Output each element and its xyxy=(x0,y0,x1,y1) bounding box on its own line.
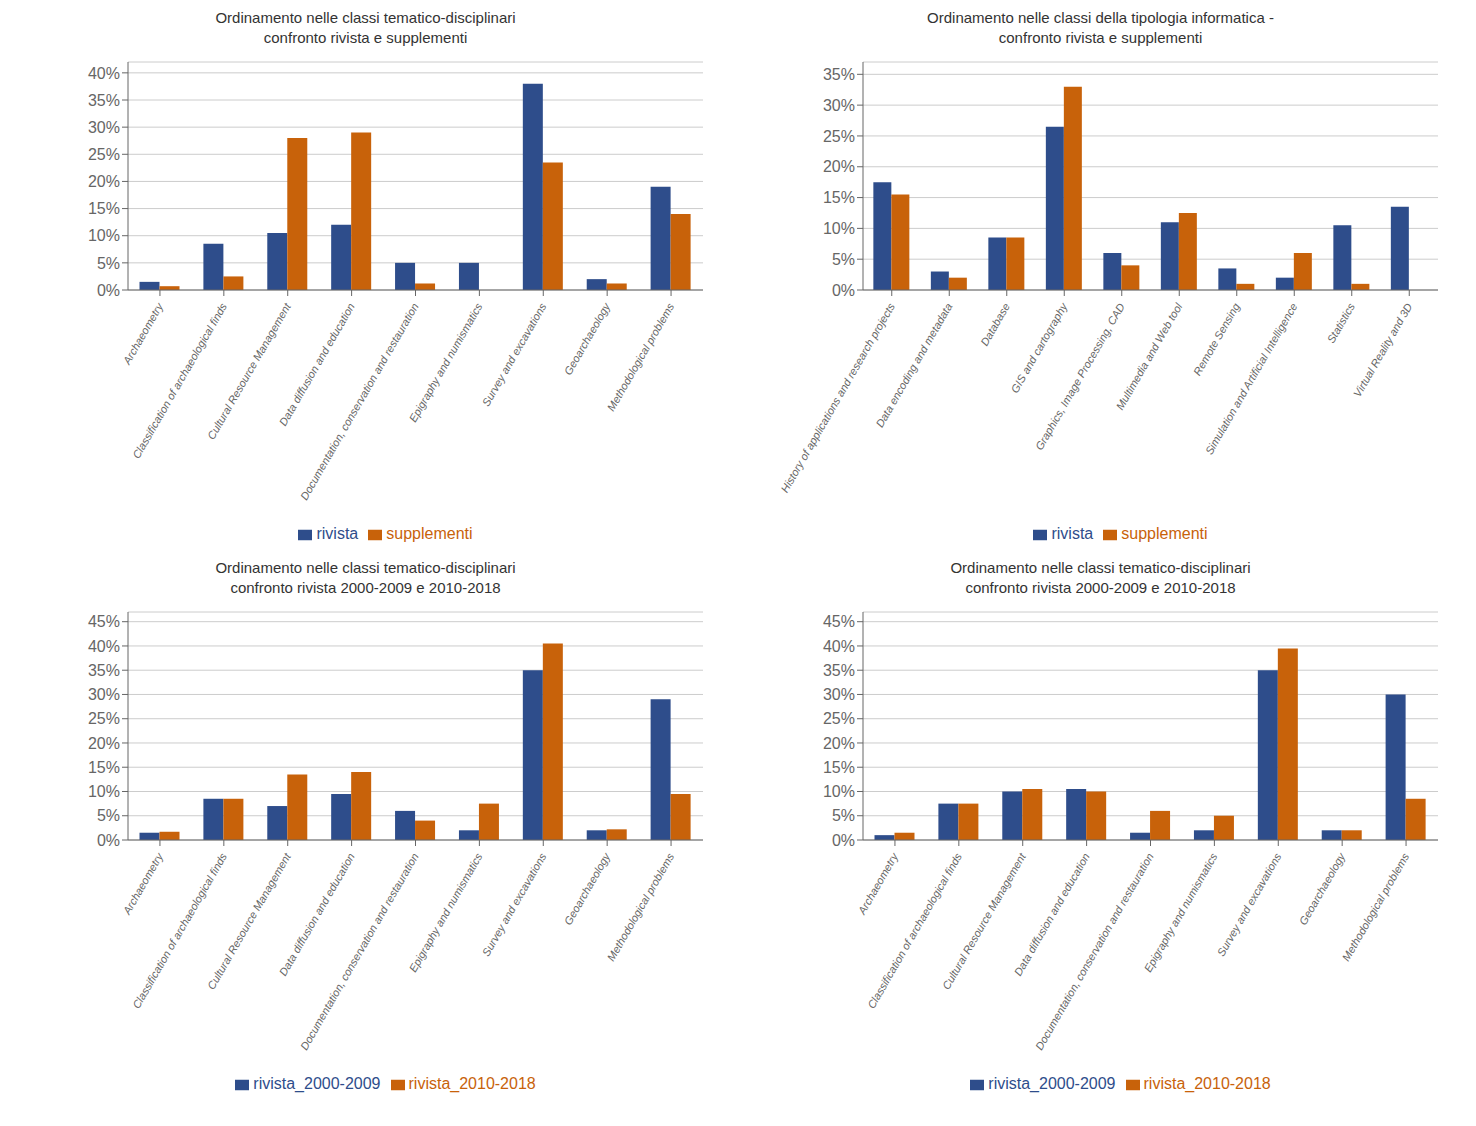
svg-text:10%: 10% xyxy=(823,783,855,800)
svg-text:Survey and excavations: Survey and excavations xyxy=(480,851,549,959)
svg-text:Geoarchaeology: Geoarchaeology xyxy=(562,300,614,377)
svg-text:Data diffusion and education: Data diffusion and education xyxy=(1012,851,1092,978)
svg-text:Virtual Reality and 3D: Virtual Reality and 3D xyxy=(1351,301,1415,399)
html-text:rivista_2000-2009: rivista_2000-2009 xyxy=(988,1075,1116,1092)
svg-text:40%: 40% xyxy=(823,638,855,655)
svg-text:Cultural Resource Management: Cultural Resource Management xyxy=(204,851,293,992)
html-text:rivista_2010-2018: rivista_2010-2018 xyxy=(408,1075,536,1092)
svg-text:10%: 10% xyxy=(88,227,120,244)
svg-text:25%: 25% xyxy=(88,146,120,163)
svg-text:Geoarchaeology: Geoarchaeology xyxy=(562,850,614,927)
svg-text:History of applications and re: History of applications and research pro… xyxy=(778,301,897,495)
svg-text:20%: 20% xyxy=(823,735,855,752)
html-text:supplementi: supplementi xyxy=(386,525,473,542)
svg-text:Methodological problems: Methodological problems xyxy=(605,851,677,963)
svg-text:Multimedia and Web tool: Multimedia and Web tool xyxy=(1114,301,1185,412)
svg-text:Archaeometry: Archaeometry xyxy=(855,850,901,917)
html-text:supplementi: supplementi xyxy=(1121,525,1208,542)
svg-text:45%: 45% xyxy=(88,613,120,630)
svg-text:Geoarchaeology: Geoarchaeology xyxy=(1297,850,1349,927)
svg-text:Methodological problems: Methodological problems xyxy=(1340,851,1412,963)
svg-text:35%: 35% xyxy=(88,92,120,109)
svg-text:40%: 40% xyxy=(88,65,120,82)
html-text:Ordinamento nelle classi temat: Ordinamento nelle classi tematico-discip… xyxy=(215,559,516,576)
svg-text:Classification of archaeologic: Classification of archaeological finds xyxy=(130,301,229,461)
svg-text:0%: 0% xyxy=(97,832,120,849)
html-text:rivista_2000-2009: rivista_2000-2009 xyxy=(253,1075,381,1092)
svg-text:Methodological problems: Methodological problems xyxy=(605,301,677,413)
svg-text:Cultural Resource Management: Cultural Resource Management xyxy=(204,301,293,442)
svg-text:Classification of archaeologic: Classification of archaeological finds xyxy=(865,851,964,1011)
svg-text:20%: 20% xyxy=(88,735,120,752)
svg-text:Data diffusion and education: Data diffusion and education xyxy=(277,851,357,978)
svg-text:15%: 15% xyxy=(823,189,855,206)
svg-text:15%: 15% xyxy=(88,200,120,217)
svg-text:30%: 30% xyxy=(823,97,855,114)
svg-text:5%: 5% xyxy=(97,807,120,824)
svg-text:45%: 45% xyxy=(823,613,855,630)
html-text:Ordinamento nelle classi temat: Ordinamento nelle classi tematico-discip… xyxy=(215,9,516,26)
svg-text:25%: 25% xyxy=(88,710,120,727)
svg-text:Documentation, conservation an: Documentation, conservation and restaura… xyxy=(298,301,421,502)
html-text:rivista_2010-2018: rivista_2010-2018 xyxy=(1143,1075,1271,1092)
svg-text:30%: 30% xyxy=(88,119,120,136)
svg-text:Statistics: Statistics xyxy=(1325,301,1358,346)
svg-text:5%: 5% xyxy=(832,807,855,824)
svg-text:Classification of archaeologic: Classification of archaeological finds xyxy=(130,851,229,1011)
svg-text:Epigraphy and numismatics: Epigraphy and numismatics xyxy=(407,301,485,424)
svg-text:20%: 20% xyxy=(88,173,120,190)
html-text:Ordinamento nelle classi temat: Ordinamento nelle classi tematico-discip… xyxy=(950,559,1251,576)
html-text:confronto rivista 2000-2009 e: confronto rivista 2000-2009 e 2010-2018 xyxy=(965,579,1236,596)
svg-text:Remote Sensing: Remote Sensing xyxy=(1191,300,1242,377)
svg-text:10%: 10% xyxy=(88,783,120,800)
svg-text:Epigraphy and numismatics: Epigraphy and numismatics xyxy=(407,851,485,974)
svg-text:Data diffusion and education: Data diffusion and education xyxy=(277,301,357,428)
svg-text:0%: 0% xyxy=(97,282,120,299)
svg-text:5%: 5% xyxy=(832,251,855,268)
svg-text:Data encoding and metadata: Data encoding and metadata xyxy=(873,301,954,429)
html-text:confronto rivista e supplement: confronto rivista e supplementi xyxy=(263,29,468,46)
svg-text:Documentation, conservation an: Documentation, conservation and restaura… xyxy=(298,851,421,1052)
svg-text:35%: 35% xyxy=(88,662,120,679)
svg-text:35%: 35% xyxy=(823,662,855,679)
html-text:rivista: rivista xyxy=(1051,525,1094,542)
html-text:confronto rivista 2000-2009 e: confronto rivista 2000-2009 e 2010-2018 xyxy=(230,579,501,596)
svg-text:Documentation, conservation an: Documentation, conservation and restaura… xyxy=(1033,851,1156,1052)
svg-text:Database: Database xyxy=(978,301,1012,348)
svg-text:GIS and cartography: GIS and cartography xyxy=(1008,300,1070,395)
svg-text:Survey and excavations: Survey and excavations xyxy=(480,301,549,409)
svg-text:15%: 15% xyxy=(823,759,855,776)
svg-text:30%: 30% xyxy=(823,686,855,703)
html-text:confronto rivista e supplement: confronto rivista e supplementi xyxy=(998,29,1203,46)
svg-text:20%: 20% xyxy=(823,158,855,175)
svg-text:Simulation and Artificial Inte: Simulation and Artificial Intelligence xyxy=(1203,301,1300,457)
svg-text:15%: 15% xyxy=(88,759,120,776)
svg-text:30%: 30% xyxy=(88,686,120,703)
svg-text:5%: 5% xyxy=(97,255,120,272)
svg-text:Survey and excavations: Survey and excavations xyxy=(1215,851,1284,959)
svg-text:10%: 10% xyxy=(823,220,855,237)
html-text:rivista: rivista xyxy=(316,525,359,542)
svg-text:Epigraphy and numismatics: Epigraphy and numismatics xyxy=(1142,851,1220,974)
svg-text:25%: 25% xyxy=(823,710,855,727)
svg-text:0%: 0% xyxy=(832,282,855,299)
svg-text:40%: 40% xyxy=(88,638,120,655)
html-text:Ordinamento nelle classi della: Ordinamento nelle classi della tipologia… xyxy=(927,9,1274,26)
svg-text:Archaeometry: Archaeometry xyxy=(120,850,166,917)
svg-text:Graphics, Image Processing, CA: Graphics, Image Processing, CAD xyxy=(1033,301,1127,452)
svg-text:Cultural Resource Management: Cultural Resource Management xyxy=(939,851,1028,992)
svg-text:25%: 25% xyxy=(823,128,855,145)
svg-text:0%: 0% xyxy=(832,832,855,849)
svg-text:35%: 35% xyxy=(823,66,855,83)
svg-text:Archaeometry: Archaeometry xyxy=(120,300,166,367)
